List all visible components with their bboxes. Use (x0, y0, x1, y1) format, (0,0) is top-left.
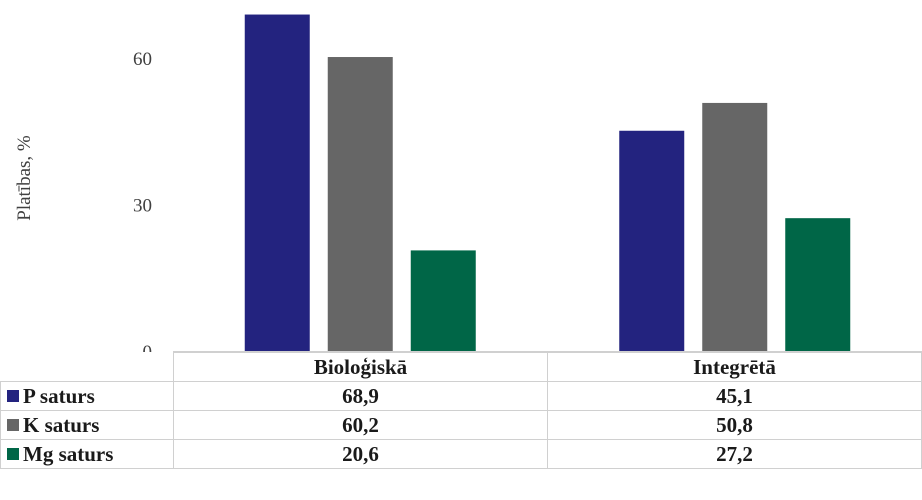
y-tick-label: 60 (133, 49, 152, 70)
legend-entry: K saturs (0, 410, 174, 440)
legend-entry: P saturs (0, 381, 174, 411)
table-cell: 50,8 (547, 410, 922, 440)
series-name: K saturs (23, 412, 100, 437)
bar (619, 130, 685, 351)
y-axis-label: Platības, % (14, 135, 35, 221)
table-row: Mg saturs 20,6 27,2 (0, 439, 922, 469)
table-corner (0, 352, 174, 382)
series-name: P saturs (23, 383, 95, 408)
table-cell: 60,2 (173, 410, 548, 440)
table-row: K saturs 60,2 50,8 (0, 410, 922, 440)
data-table: Bioloģiskā Integrētā P saturs 68,9 45,1 … (0, 352, 922, 469)
bar (244, 14, 310, 352)
table-header-row: Bioloģiskā Integrētā (0, 352, 922, 382)
table-cell: 27,2 (547, 439, 922, 469)
bar-chart: 0 30 60 Platības, % (14, 14, 922, 352)
category-label: Integrētā (547, 352, 922, 382)
y-axis-ticks: 0 30 60 (133, 49, 152, 352)
bar (410, 250, 476, 351)
legend-entry: Mg saturs (0, 439, 174, 469)
bar (327, 57, 393, 351)
y-tick-label: 30 (133, 196, 152, 217)
y-tick-label: 0 (143, 342, 153, 352)
table-cell: 20,6 (173, 439, 548, 469)
category-label: Bioloģiskā (173, 352, 548, 382)
table-row: P saturs 68,9 45,1 (0, 381, 922, 411)
bar (785, 218, 851, 351)
bar (702, 102, 768, 351)
legend-swatch (7, 447, 19, 460)
table-cell: 68,9 (173, 381, 548, 411)
bars (244, 14, 851, 352)
legend-swatch (7, 418, 19, 431)
table-cell: 45,1 (547, 381, 922, 411)
legend-swatch (7, 389, 19, 402)
series-name: Mg saturs (23, 441, 114, 466)
